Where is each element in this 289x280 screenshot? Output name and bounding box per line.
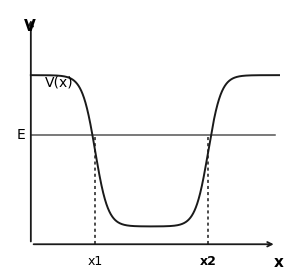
Text: x1: x1: [88, 255, 103, 268]
Text: x: x: [274, 255, 284, 270]
Text: x2: x2: [200, 255, 217, 268]
Text: V(x): V(x): [45, 75, 74, 89]
Text: V: V: [24, 19, 36, 34]
Text: E: E: [16, 128, 25, 142]
